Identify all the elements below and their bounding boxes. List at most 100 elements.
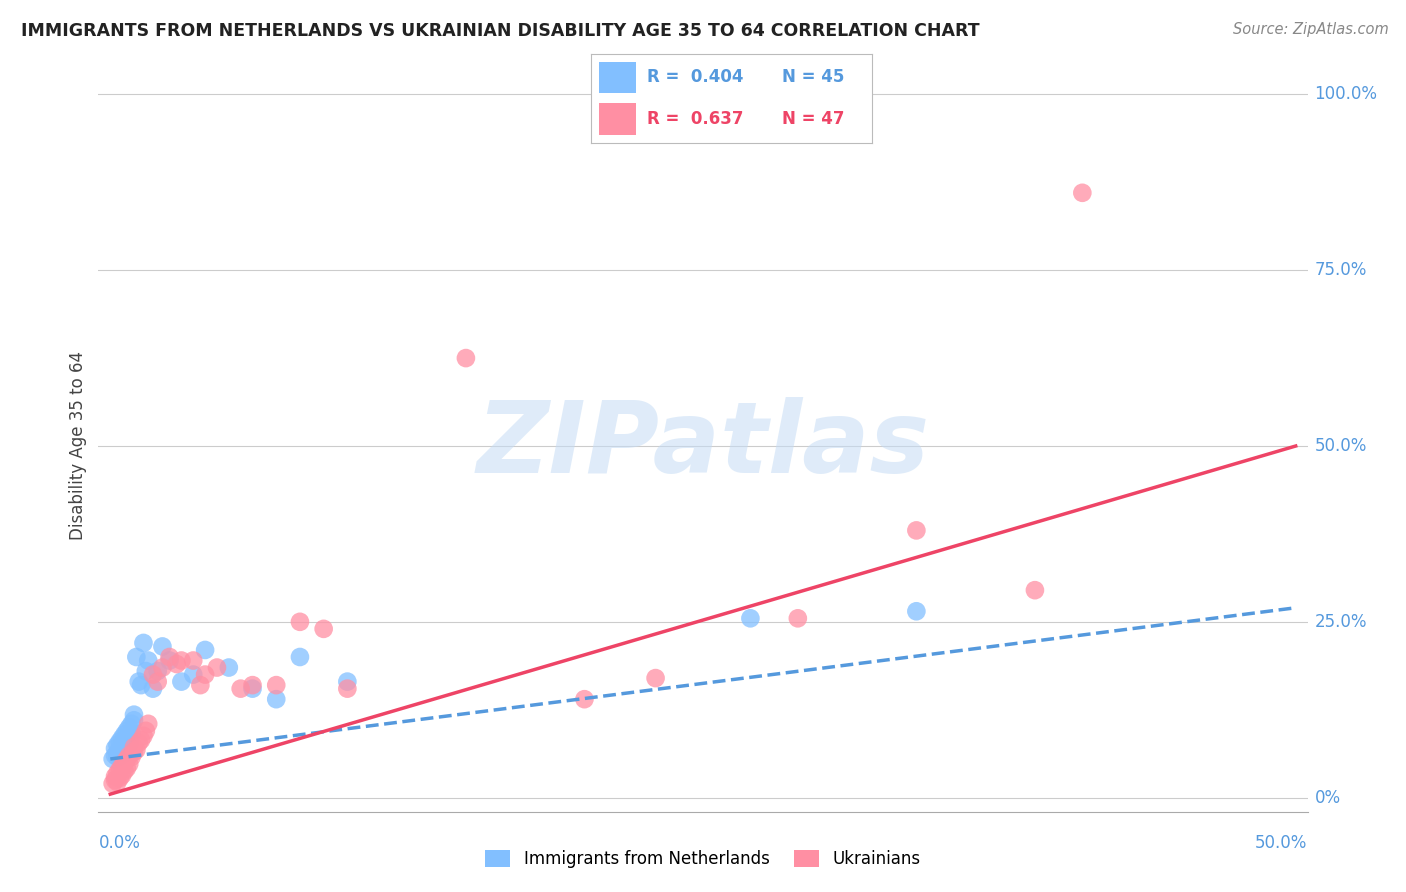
Point: [115, 733, 138, 747]
Point: [105, 745, 128, 759]
Point: [111, 768, 134, 782]
FancyBboxPatch shape: [599, 103, 636, 135]
Text: Source: ZipAtlas.com: Source: ZipAtlas.com: [1233, 22, 1389, 37]
Point: [242, 681, 264, 696]
Text: 75.0%: 75.0%: [1315, 261, 1367, 279]
Point: [142, 681, 165, 696]
Point: [336, 674, 359, 689]
Point: [190, 678, 212, 692]
Point: [229, 681, 252, 696]
Point: [181, 667, 204, 681]
Point: [336, 681, 359, 696]
Point: [136, 716, 159, 731]
Point: [194, 667, 217, 681]
Y-axis label: Disability Age 35 to 64: Disability Age 35 to 64: [69, 351, 87, 541]
Text: N = 47: N = 47: [782, 110, 844, 128]
Point: [132, 636, 155, 650]
Point: [118, 748, 141, 763]
Point: [111, 759, 134, 773]
Point: [454, 351, 477, 365]
Point: [115, 752, 138, 766]
Point: [288, 650, 311, 665]
Point: [1024, 583, 1046, 598]
Point: [121, 716, 143, 731]
Point: [114, 764, 136, 778]
Point: [108, 771, 131, 785]
Point: [122, 745, 145, 759]
Point: [740, 611, 762, 625]
Point: [122, 714, 145, 728]
Point: [105, 775, 128, 789]
Text: 50.0%: 50.0%: [1256, 834, 1308, 852]
Point: [114, 739, 136, 754]
Point: [159, 653, 181, 667]
Point: [108, 763, 131, 777]
Point: [108, 743, 131, 757]
Text: R =  0.637: R = 0.637: [647, 110, 744, 128]
Text: R =  0.404: R = 0.404: [647, 68, 744, 87]
Point: [128, 736, 150, 750]
Point: [122, 707, 145, 722]
Point: [121, 726, 143, 740]
Point: [118, 720, 141, 734]
Text: ZIPatlas: ZIPatlas: [477, 398, 929, 494]
Point: [166, 657, 188, 671]
Point: [170, 674, 193, 689]
Point: [105, 749, 128, 764]
Point: [115, 738, 138, 752]
Text: 25.0%: 25.0%: [1315, 613, 1367, 631]
Point: [1071, 186, 1094, 200]
Point: [142, 667, 165, 681]
Point: [146, 664, 169, 678]
Point: [101, 752, 124, 766]
Point: [152, 640, 174, 654]
Point: [125, 743, 148, 757]
Point: [118, 729, 141, 743]
Point: [118, 736, 141, 750]
Text: IMMIGRANTS FROM NETHERLANDS VS UKRAINIAN DISABILITY AGE 35 TO 64 CORRELATION CHA: IMMIGRANTS FROM NETHERLANDS VS UKRAINIAN…: [21, 22, 980, 40]
Legend: Immigrants from Netherlands, Ukrainians: Immigrants from Netherlands, Ukrainians: [478, 843, 928, 875]
Point: [108, 748, 131, 763]
Point: [574, 692, 596, 706]
Point: [111, 731, 134, 745]
Point: [205, 660, 228, 674]
Point: [129, 678, 152, 692]
Point: [264, 692, 287, 706]
Text: 0%: 0%: [1315, 789, 1341, 806]
Point: [786, 611, 808, 625]
Text: 0.0%: 0.0%: [98, 834, 141, 852]
Point: [128, 674, 150, 689]
Point: [218, 660, 240, 674]
Point: [146, 674, 169, 689]
Point: [152, 660, 174, 674]
Text: 100.0%: 100.0%: [1315, 86, 1378, 103]
Point: [114, 734, 136, 748]
Point: [170, 653, 193, 667]
Point: [242, 678, 264, 692]
Point: [115, 723, 138, 738]
Point: [104, 741, 127, 756]
Point: [105, 766, 128, 780]
Point: [135, 723, 157, 738]
Point: [118, 756, 141, 771]
Point: [125, 650, 148, 665]
Point: [111, 747, 134, 761]
Point: [129, 733, 152, 747]
Point: [101, 776, 124, 790]
Point: [104, 773, 127, 788]
Point: [114, 756, 136, 770]
Point: [264, 678, 287, 692]
Point: [181, 653, 204, 667]
Point: [114, 727, 136, 741]
Point: [135, 664, 157, 678]
Text: N = 45: N = 45: [782, 68, 844, 87]
Point: [132, 729, 155, 743]
Point: [121, 749, 143, 764]
Point: [194, 643, 217, 657]
Point: [104, 748, 127, 763]
Point: [136, 653, 159, 667]
Point: [108, 734, 131, 748]
Point: [105, 738, 128, 752]
Point: [288, 615, 311, 629]
FancyBboxPatch shape: [599, 62, 636, 93]
